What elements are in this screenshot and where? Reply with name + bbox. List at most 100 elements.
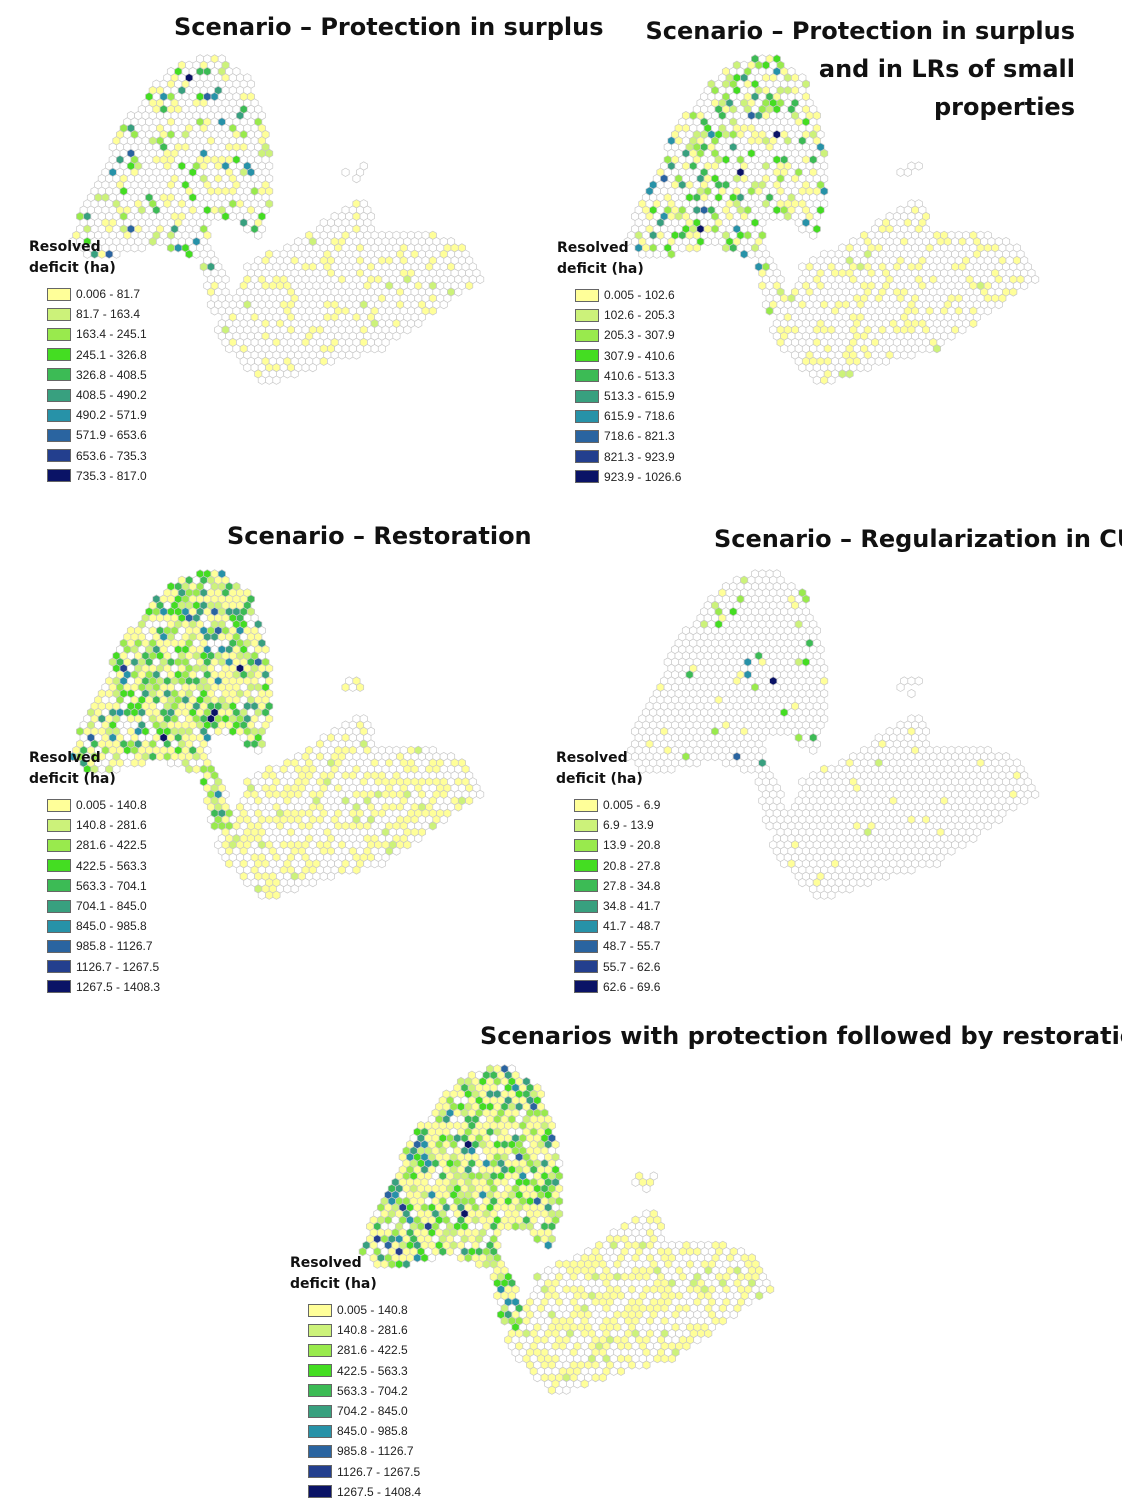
hex-cell	[776, 726, 785, 737]
legend-swatch	[47, 838, 71, 852]
hex-cell	[352, 173, 361, 184]
hex-cell	[301, 362, 310, 373]
hex-cell	[914, 161, 923, 171]
hex-cell	[994, 299, 1003, 310]
legend-swatch	[47, 408, 71, 422]
hex-cell	[1031, 274, 1040, 285]
legend-label: 81.7 - 163.4	[76, 307, 141, 322]
legend-item: 0.005 - 140.8	[47, 795, 160, 815]
legend-label: 205.3 - 307.9	[604, 328, 675, 343]
hex-cell	[856, 362, 865, 373]
hex-cell	[798, 224, 807, 234]
legend-item: 653.6 - 735.3	[47, 446, 147, 466]
legend-item: 410.6 - 513.3	[575, 366, 681, 386]
hex-cell	[809, 745, 818, 755]
hex-cell	[225, 859, 234, 869]
hexbin-map	[623, 569, 1040, 900]
legend-label: 571.9 - 653.6	[76, 428, 147, 443]
hex-cell	[783, 211, 792, 222]
hex-cell	[348, 682, 357, 692]
legend-swatch	[575, 308, 599, 322]
hex-cell	[156, 236, 165, 247]
hex-cell	[903, 167, 912, 177]
hex-cell	[838, 369, 847, 379]
hex-cell	[925, 344, 934, 354]
hex-cell	[214, 211, 223, 222]
legend-label: 923.9 - 1026.6	[604, 469, 682, 484]
hex-cell	[265, 375, 274, 385]
hex-cell	[667, 249, 676, 259]
map-legend: Resolved deficit (ha) 0.006 - 81.7 81.7 -…	[29, 237, 147, 486]
hex-cell	[174, 243, 183, 253]
hex-cell	[392, 846, 401, 856]
hex-cell	[947, 846, 956, 856]
legend-swatch	[47, 388, 71, 402]
legend-label: 0.006 - 81.7	[76, 287, 141, 302]
legend-label: 422.5 - 563.3	[76, 858, 147, 873]
legend-item: 205.3 - 307.9	[575, 325, 681, 345]
legend-item: 408.5 - 490.2	[47, 385, 147, 405]
legend-swatch	[575, 470, 599, 484]
legend-swatch	[47, 980, 71, 994]
legend-item: 0.006 - 81.7	[47, 284, 147, 304]
legend-swatch	[47, 879, 71, 893]
hex-cell	[308, 877, 317, 888]
legend-item: 140.8 - 281.6	[47, 815, 160, 835]
map-legend: Resolved deficit (ha) 0.005 - 102.6 102.6…	[557, 238, 681, 487]
hex-cell	[900, 350, 909, 360]
hex-cell	[137, 243, 146, 253]
legend-label: 140.8 - 281.6	[76, 818, 147, 833]
legend-label: 102.6 - 205.3	[604, 308, 675, 323]
hex-cell	[711, 751, 720, 762]
hex-cell	[465, 796, 474, 806]
hex-cell	[345, 350, 354, 360]
hex-cell	[1009, 802, 1018, 812]
hex-cell	[403, 325, 412, 335]
legend-swatch	[575, 450, 599, 464]
legend-swatch	[575, 389, 599, 403]
hexbin-map	[623, 54, 1040, 385]
hex-cell	[265, 890, 274, 900]
hex-cell	[341, 682, 350, 692]
legend-item: 326.8 - 408.5	[47, 365, 147, 385]
legend-label: 408.5 - 490.2	[76, 388, 147, 403]
hex-cell	[703, 236, 712, 247]
hex-cell	[254, 230, 263, 240]
legend-item: 563.3 - 704.1	[47, 876, 160, 896]
legend-item: 307.9 - 410.6	[575, 346, 681, 366]
hex-cell	[308, 362, 317, 373]
hex-cell	[769, 211, 778, 222]
legend-swatch	[47, 368, 71, 382]
hex-cell	[918, 859, 927, 869]
legend-swatch	[47, 939, 71, 953]
legend-swatch	[575, 429, 599, 443]
legend-item: 163.4 - 245.1	[47, 324, 147, 344]
hex-cell	[947, 331, 956, 341]
legend-item: 821.3 - 923.9	[575, 447, 681, 467]
hex-cell	[185, 249, 194, 259]
hex-cell	[225, 344, 234, 354]
hex-cell	[228, 211, 237, 222]
hex-cell	[272, 375, 281, 385]
legend-item: 1126.7 - 1267.5	[47, 957, 160, 977]
hex-cell	[243, 224, 252, 234]
hex-cell	[454, 287, 463, 297]
hex-cell	[798, 739, 807, 749]
hex-cell	[863, 362, 872, 373]
legend-swatch	[47, 348, 71, 362]
hex-cell	[729, 243, 738, 253]
hex-cell	[476, 274, 485, 285]
hex-cell	[711, 236, 720, 247]
legend-swatch	[47, 899, 71, 913]
hex-cell	[166, 758, 175, 768]
legend-item: 513.3 - 615.9	[575, 386, 681, 406]
hex-cell	[729, 758, 738, 768]
hex-cell	[1031, 789, 1040, 800]
hex-cell	[685, 243, 694, 253]
legend-label: 704.1 - 845.0	[76, 899, 147, 914]
legend-item: 704.1 - 845.0	[47, 896, 160, 916]
hex-cell	[257, 890, 266, 900]
legend-swatch	[575, 349, 599, 363]
hex-cell	[798, 362, 807, 373]
hex-cell	[166, 243, 175, 253]
